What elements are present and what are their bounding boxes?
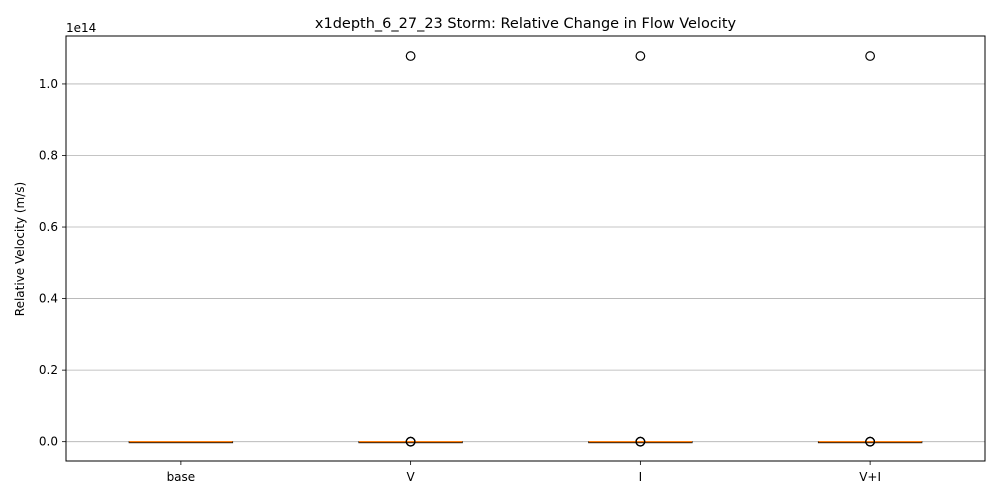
outlier-point — [635, 51, 646, 61]
y-offset-label: 1e14 — [66, 21, 96, 35]
plot-frame — [65, 35, 986, 462]
x-tick-label: base — [167, 470, 196, 484]
outlier-point — [865, 436, 876, 447]
y-axis-label: Relative Velocity (m/s) — [13, 182, 27, 316]
x-tick-label: I — [639, 470, 643, 484]
outlier-point — [635, 436, 646, 447]
x-tick-label: V+I — [859, 470, 881, 484]
y-tick-label: 1.0 — [39, 77, 58, 91]
y-tick-label: 0.4 — [39, 292, 58, 306]
outliers-layer — [405, 51, 876, 447]
x-ticks: base V I V+I — [167, 461, 881, 484]
x-tick-label: V — [407, 470, 416, 484]
chart-title: x1depth_6_27_23 Storm: Relative Change i… — [315, 16, 737, 32]
outlier-point — [865, 51, 876, 61]
boxes-layer — [128, 441, 923, 444]
y-ticks: 0.0 0.2 0.4 0.6 0.8 1.0 — [39, 77, 66, 449]
grid-layer — [66, 83, 985, 443]
y-tick-label: 0.8 — [39, 148, 58, 162]
outlier-point — [405, 436, 416, 447]
y-tick-label: 0.0 — [39, 435, 58, 449]
y-tick-label: 0.6 — [39, 220, 58, 234]
y-tick-label: 0.2 — [39, 363, 58, 377]
outlier-point — [405, 51, 416, 61]
